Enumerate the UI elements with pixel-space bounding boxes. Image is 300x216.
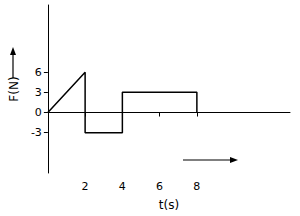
svg-text:6: 6 <box>35 66 42 79</box>
svg-text:3: 3 <box>35 86 42 99</box>
svg-text:4: 4 <box>119 180 126 193</box>
svg-text:F(N): F(N) <box>7 76 21 101</box>
svg-text:6: 6 <box>156 180 163 193</box>
svg-text:-3: -3 <box>31 126 42 139</box>
svg-text:8: 8 <box>193 180 200 193</box>
svg-text:2: 2 <box>82 180 89 193</box>
svg-text:0: 0 <box>35 106 42 119</box>
svg-text:t(s): t(s) <box>159 198 179 212</box>
